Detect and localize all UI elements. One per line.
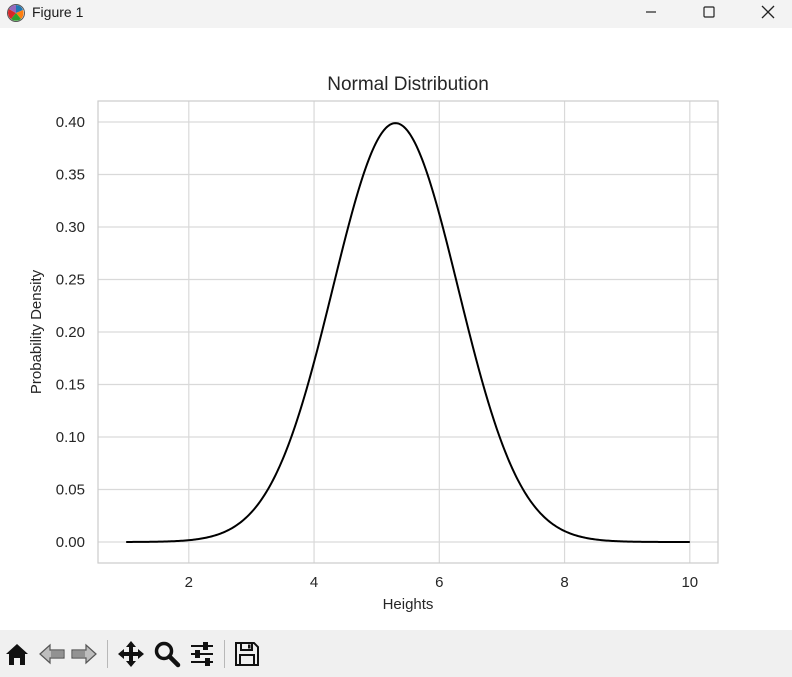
x-tick-label: 10 <box>681 574 698 591</box>
x-tick-label: 6 <box>435 574 443 591</box>
chart: 2 4 6 8 10 0.000.050.100.150.200.250.300.350… <box>28 74 719 613</box>
forward-arrow-icon <box>71 643 97 665</box>
close-button[interactable] <box>745 0 791 24</box>
move-icon <box>118 641 144 667</box>
y-tick-label: 0.15 <box>56 377 85 394</box>
sliders-icon <box>191 642 213 666</box>
x-axis-label: Heights <box>383 596 434 613</box>
figure-canvas[interactable]: 2 4 6 8 10 0.00 0.05 0.10 0.15 0.20 0.25 0.30 0.35 0… <box>0 28 792 630</box>
toolbar-separator <box>107 640 108 668</box>
y-tick-label: 0.05 <box>56 482 85 499</box>
y-tick-label: 0.20 <box>56 324 85 341</box>
matplotlib-logo-icon <box>7 4 25 22</box>
window-title: Figure 1 <box>32 4 84 20</box>
x-ticks: 2 4 6 8 10 <box>185 574 699 591</box>
zoom-icon <box>154 641 181 668</box>
toolbar-separator <box>224 640 225 668</box>
navigation-toolbar <box>0 630 792 677</box>
configure-subplots-button[interactable] <box>186 638 218 670</box>
series-line <box>126 122 690 543</box>
y-tick-label: 0.10 <box>56 429 85 446</box>
y-tick-label: 0.30 <box>56 219 85 236</box>
y-tick-label: 0.00 <box>56 534 85 551</box>
y-tick-label: 0.35 <box>56 167 85 184</box>
axes-frame <box>97 100 719 564</box>
y-tick-label: 0.40 <box>56 114 85 131</box>
close-icon <box>761 5 775 19</box>
forward-button[interactable] <box>68 638 100 670</box>
y-axis-label: Probability Density <box>28 269 45 394</box>
y-ticks: 0.00 0.05 0.10 0.15 0.20 0.25 0.30 0.35 0.40 <box>56 114 85 551</box>
grid <box>98 101 718 563</box>
x-tick-label: 4 <box>310 574 318 591</box>
chart-title: Normal Distribution <box>327 74 489 95</box>
back-arrow-icon <box>39 643 65 665</box>
home-icon <box>6 644 28 665</box>
y-tick-label: 0.25 <box>56 272 85 289</box>
x-tick-label: 8 <box>560 574 568 591</box>
maximize-icon <box>703 6 715 18</box>
maximize-button[interactable] <box>686 0 732 24</box>
pan-button[interactable] <box>115 638 147 670</box>
minimize-icon <box>646 11 656 13</box>
window-titlebar: Figure 1 <box>0 0 792 28</box>
save-button[interactable] <box>231 638 263 670</box>
home-button[interactable] <box>1 638 33 670</box>
zoom-button[interactable] <box>151 638 183 670</box>
back-button[interactable] <box>36 638 68 670</box>
save-icon <box>235 642 259 666</box>
minimize-button[interactable] <box>628 0 674 24</box>
x-tick-label: 2 <box>185 574 193 591</box>
